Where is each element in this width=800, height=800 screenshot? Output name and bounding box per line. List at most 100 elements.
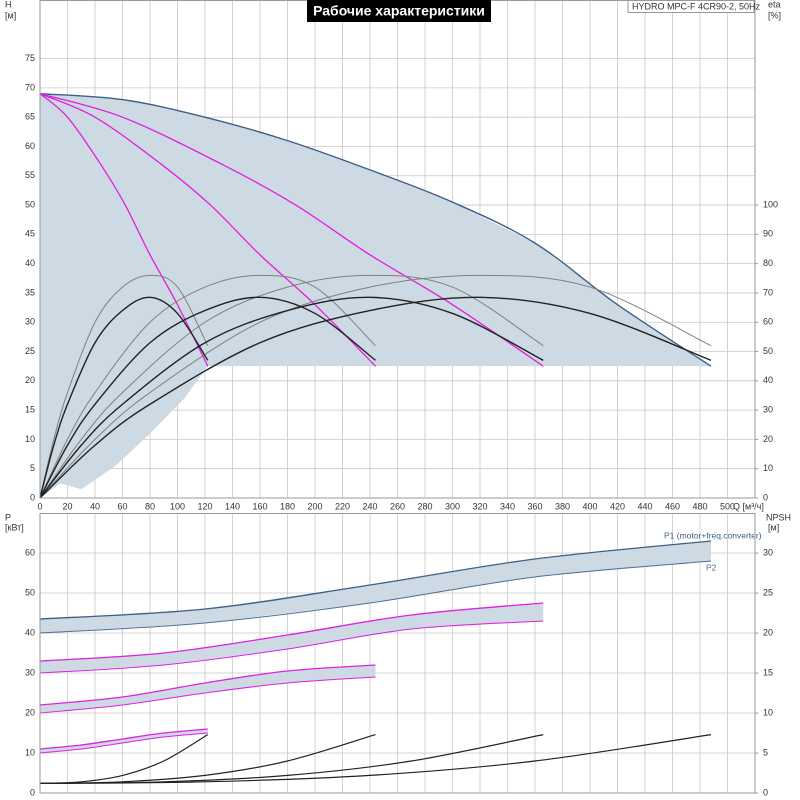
x-tick-label: 480 <box>692 501 707 511</box>
curve <box>39 540 712 620</box>
curve <box>39 664 376 706</box>
curve <box>39 620 544 674</box>
y2-tick-label: 20 <box>763 627 773 637</box>
y-tick-label: 60 <box>25 547 35 557</box>
y-tick-label: 50 <box>25 199 35 209</box>
x-tick-label: 260 <box>390 501 405 511</box>
y-tick-label: 5 <box>30 463 35 473</box>
curve-label: P1 (motor+freq.converter) <box>664 530 762 540</box>
y2-tick-label: 10 <box>763 707 773 717</box>
y-tick-label: 10 <box>25 434 35 444</box>
x-tick-label: 40 <box>90 501 100 511</box>
y-axis-unit: [кВт] <box>5 522 24 532</box>
y2-tick-label: 20 <box>763 434 773 444</box>
curve <box>39 93 544 367</box>
model-box <box>627 0 755 13</box>
x-tick-label: 160 <box>252 501 267 511</box>
y-tick-label: 10 <box>25 747 35 757</box>
curve <box>39 728 208 750</box>
curve <box>39 676 376 714</box>
y-tick-label: 20 <box>25 707 35 717</box>
curve <box>39 734 376 784</box>
plot-frame <box>39 513 756 794</box>
x-tick-label: 420 <box>610 501 625 511</box>
curve <box>39 560 712 634</box>
y2-tick-label: 10 <box>763 463 773 473</box>
y-tick-label: 0 <box>30 492 35 502</box>
x-tick-label: 240 <box>362 501 377 511</box>
x-tick-label: 120 <box>197 501 212 511</box>
curve <box>39 296 544 499</box>
x-tick-label: 460 <box>665 501 680 511</box>
y-tick-label: 15 <box>25 404 35 414</box>
x-tick-label: 180 <box>280 501 295 511</box>
y-tick-label: 75 <box>25 53 35 63</box>
x-tick-label: 220 <box>335 501 350 511</box>
y2-tick-label: 30 <box>763 547 773 557</box>
y-tick-label: 60 <box>25 141 35 151</box>
y-tick-label: 25 <box>25 346 35 356</box>
x-tick-label: 300 <box>445 501 460 511</box>
y2-axis-label: NPSH <box>766 512 791 522</box>
y-tick-label: 40 <box>25 258 35 268</box>
y2-axis-unit: [м] <box>768 522 779 532</box>
y-tick-label: 30 <box>25 667 35 677</box>
y-tick-label: 35 <box>25 287 35 297</box>
curve <box>39 274 544 499</box>
x-tick-label: 20 <box>62 501 72 511</box>
x-tick-label: 380 <box>555 501 570 511</box>
y2-tick-label: 60 <box>763 317 773 327</box>
y2-tick-label: 0 <box>763 787 768 797</box>
y2-tick-label: 0 <box>763 492 768 502</box>
curve <box>39 274 209 499</box>
curve <box>39 93 376 367</box>
curve <box>39 734 712 784</box>
y2-tick-label: 40 <box>763 375 773 385</box>
y2-tick-label: 25 <box>763 587 773 597</box>
x-tick-label: 440 <box>637 501 652 511</box>
y-tick-label: 45 <box>25 229 35 239</box>
power-band <box>40 729 208 753</box>
y-axis-unit: [м] <box>5 10 16 20</box>
power-band <box>40 665 376 713</box>
y-tick-label: 70 <box>25 82 35 92</box>
curve <box>39 732 208 754</box>
plot-layer: 0 20 40 60 80 100 120 140 160 180 200 220 240 260 280 3… <box>25 0 778 797</box>
y2-axis-unit: [%] <box>768 10 781 20</box>
x-tick-label: 80 <box>145 501 155 511</box>
x-tick-label: 200 <box>307 501 322 511</box>
x-tick-label: 340 <box>500 501 515 511</box>
y2-tick-label: 30 <box>763 404 773 414</box>
curve <box>39 296 376 499</box>
y2-axis-label: eta <box>768 0 781 9</box>
y-tick-label: 65 <box>25 112 35 122</box>
curve <box>39 93 209 367</box>
y2-tick-label: 5 <box>763 747 768 757</box>
curve <box>39 93 712 367</box>
x-axis-label: Q [м³/ч] <box>733 501 764 511</box>
power-band <box>40 541 711 633</box>
curve <box>39 274 376 499</box>
x-tick-label: 360 <box>527 501 542 511</box>
y2-tick-label: 50 <box>763 346 773 356</box>
y-axis-label: P <box>5 512 11 522</box>
y-tick-label: 0 <box>30 787 35 797</box>
x-tick-label: 60 <box>117 501 127 511</box>
x-tick-label: 500 <box>720 501 735 511</box>
y2-tick-label: 100 <box>763 199 778 209</box>
x-tick-label: 320 <box>472 501 487 511</box>
y-tick-label: 40 <box>25 627 35 637</box>
chart-title: Рабочие характеристики <box>313 3 485 19</box>
model-label: HYDRO MPC-F 4CR90-2, 50Hz <box>632 1 761 11</box>
x-tick-label: 400 <box>582 501 597 511</box>
curve <box>39 602 544 662</box>
y2-tick-label: 15 <box>763 667 773 677</box>
y-tick-label: 50 <box>25 587 35 597</box>
y-tick-label: 30 <box>25 317 35 327</box>
y-axis-label: H <box>5 0 12 9</box>
x-tick-label: 0 <box>37 501 42 511</box>
curve-label: P2 <box>706 562 717 572</box>
x-tick-label: 280 <box>417 501 432 511</box>
curve <box>39 296 209 499</box>
